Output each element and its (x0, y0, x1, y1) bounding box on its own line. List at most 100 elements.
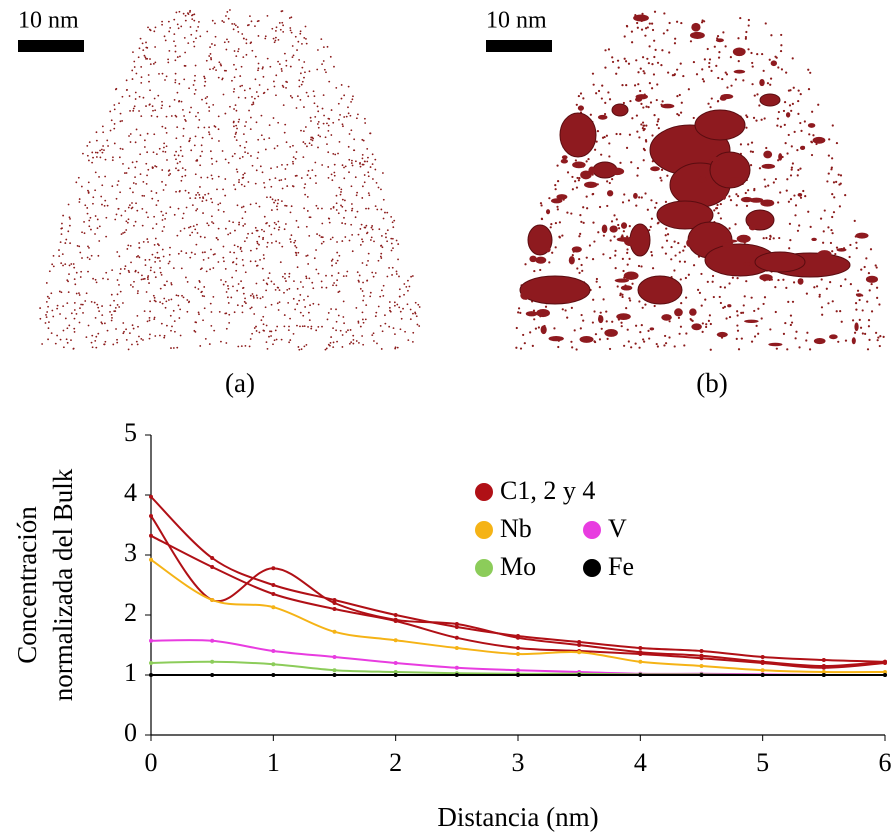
atom-dot (718, 295, 721, 299)
atom-dot (254, 182, 257, 185)
atom-dot (653, 55, 656, 59)
atom-dot (183, 115, 185, 117)
atom-dot (193, 19, 196, 22)
atom-dot (761, 52, 764, 56)
atom-dot (153, 243, 156, 246)
precipitate (545, 246, 551, 253)
atom-dot (707, 319, 711, 322)
atom-dot (185, 206, 188, 209)
atom-dot (793, 194, 796, 197)
atom-dot (789, 197, 793, 201)
atom-dot (805, 292, 808, 295)
atom-dot (229, 251, 232, 254)
atom-dot (73, 317, 76, 320)
atom-dot (149, 300, 151, 303)
atom-dot (400, 317, 403, 320)
atom-dot (106, 204, 109, 207)
atom-dot (215, 160, 218, 163)
atom-dot (616, 285, 619, 288)
atom-dot (580, 313, 583, 317)
atom-dot (303, 36, 306, 39)
atom-dot (800, 129, 803, 132)
atom-dot (232, 221, 235, 224)
atom-dot (191, 204, 194, 206)
point (821, 665, 826, 670)
atom-dot (91, 161, 94, 164)
atom-dot (646, 26, 649, 29)
atom-dot (273, 221, 276, 224)
atom-dot (266, 57, 269, 60)
atom-dot (831, 215, 834, 219)
atom-dot (278, 179, 281, 182)
atom-dot (236, 304, 239, 307)
atom-dot (113, 108, 116, 111)
atom-dot (608, 155, 611, 158)
atom-dot (656, 345, 659, 348)
precipitate (744, 319, 759, 323)
atom-dot (48, 297, 51, 300)
atom-dot (768, 58, 771, 61)
atom-dot (637, 71, 640, 74)
atom-dot (371, 271, 374, 274)
atom-dot (127, 269, 130, 272)
atom-dot (611, 60, 615, 64)
atom-dot (359, 228, 362, 230)
atom-dot (298, 58, 301, 61)
atom-dot (163, 142, 166, 145)
atom-dot (813, 286, 816, 289)
atom-dot (241, 33, 244, 35)
atom-dot (515, 326, 518, 330)
atom-dot (112, 156, 114, 159)
point (149, 557, 153, 562)
atom-dot (239, 75, 242, 77)
atom-dot (211, 221, 213, 223)
atom-dot (209, 302, 212, 305)
point (454, 646, 459, 650)
atom-dot (262, 329, 265, 332)
atom-dot (237, 121, 240, 123)
atom-dot (561, 308, 564, 311)
atom-dot (369, 291, 372, 294)
atom-dot (365, 207, 367, 210)
atom-dot (168, 174, 170, 177)
atom-dot (160, 107, 163, 109)
atom-dot (244, 125, 246, 127)
atom-dot (210, 58, 213, 61)
atom-dot (151, 253, 154, 256)
atom-dot (311, 139, 314, 142)
atom-dot (168, 260, 171, 263)
atom-dot (235, 68, 237, 71)
atom-dot (152, 62, 155, 65)
atom-dot (831, 124, 834, 127)
atom-dot (359, 287, 362, 290)
atom-dot (143, 310, 146, 312)
atom-dot (178, 10, 181, 13)
atom-dot (556, 164, 559, 167)
atom-dot (313, 257, 316, 260)
atom-dot (141, 42, 144, 45)
atom-dot (355, 307, 358, 309)
atom-dot (750, 141, 754, 144)
atom-dot (177, 304, 180, 307)
atom-dot (69, 242, 72, 245)
atom-dot (810, 153, 814, 157)
atom-dot (308, 319, 311, 322)
atom-dot (332, 341, 335, 344)
atom-dot (641, 127, 644, 130)
atom-dot (87, 181, 90, 184)
atom-dot (651, 62, 654, 66)
atom-dot (331, 258, 334, 261)
atom-dot (390, 237, 393, 240)
point (699, 673, 704, 677)
atom-dot (351, 159, 353, 162)
atom-dot (148, 258, 151, 261)
atom-dot (299, 311, 302, 314)
atom-dot (132, 107, 135, 110)
atom-dot (692, 264, 696, 267)
atom-dot (737, 60, 740, 63)
atom-dot (389, 309, 391, 312)
atom-dot (259, 297, 262, 300)
atom-dot (708, 314, 711, 317)
atom-dot (831, 157, 834, 160)
atom-dot (396, 303, 399, 306)
